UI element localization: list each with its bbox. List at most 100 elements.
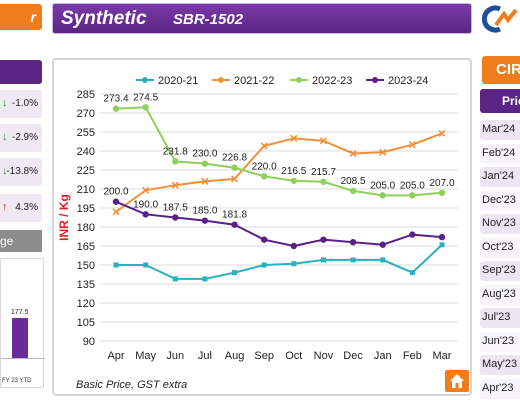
month-row[interactable]: Dec'23	[480, 190, 520, 211]
price-line-chart: 90 105 120 135 150 165 180 195 210 225 240 255 270 28…	[57, 75, 458, 362]
x-tick-label: Feb	[403, 350, 422, 362]
month-label: Aug'23	[482, 287, 516, 300]
series-line-2023-24	[115, 200, 443, 248]
home-icon	[450, 374, 464, 388]
data-label: 207.0	[429, 178, 454, 189]
legend-marker	[142, 77, 148, 83]
mini-bar-label: 177.5	[11, 309, 29, 316]
month-row[interactable]: Aug'23	[480, 284, 520, 305]
legend-marker	[218, 77, 224, 83]
data-point	[320, 257, 326, 263]
data-point	[142, 211, 149, 218]
data-point	[260, 142, 268, 150]
month-row[interactable]: Jun'23	[480, 331, 520, 352]
month-label: Nov'23	[482, 217, 516, 229]
y-tick-label: 120	[77, 298, 95, 310]
data-point	[232, 270, 238, 276]
brand-logo-icon	[480, 4, 518, 34]
series-line-2021-22	[115, 132, 443, 213]
x-tick-label: Jan	[374, 350, 392, 362]
x-tick-label: Apr	[107, 350, 124, 362]
month-row[interactable]: Jul'23	[480, 308, 520, 328]
month-label: Jun'23	[482, 334, 515, 347]
data-point	[349, 187, 357, 195]
data-point	[172, 158, 179, 165]
series-line-2020-21	[116, 244, 443, 280]
data-point	[350, 257, 356, 263]
data-point	[260, 236, 268, 243]
x-tick-label: Mar	[433, 350, 452, 362]
data-point	[290, 177, 298, 184]
data-label: 181.8	[222, 210, 247, 221]
y-tick-label: 210	[77, 184, 95, 196]
x-tick-label: Nov	[314, 350, 334, 362]
left-tab-label: r	[30, 9, 36, 25]
x-tick-label: Jul	[198, 350, 212, 362]
month-label: Jul'23	[482, 311, 511, 323]
month-row[interactable]: Sep'23	[480, 261, 520, 281]
y-tick-label: 270	[77, 108, 95, 120]
y-tick-label: 285	[77, 89, 95, 101]
change-value: -13.8%	[6, 166, 38, 177]
data-point	[112, 208, 120, 216]
data-point	[349, 149, 357, 158]
arrow-up-icon: ↑	[2, 201, 8, 213]
data-point	[290, 242, 298, 250]
month-row[interactable]: May'23	[480, 355, 520, 375]
data-label: 274.5	[133, 92, 158, 103]
y-tick-label: 165	[77, 241, 95, 253]
data-point	[142, 186, 150, 194]
page-subtitle: SBR-1502	[173, 11, 244, 28]
month-row[interactable]: Oct'23	[480, 237, 520, 258]
month-label: Sep'23	[482, 264, 516, 276]
legend-entry: 2022-23	[312, 75, 352, 87]
right-panel-subheader: Pric	[480, 89, 520, 113]
data-point	[320, 236, 327, 243]
data-point	[231, 221, 238, 228]
left-panel-tab[interactable]: r	[0, 4, 42, 30]
data-label: 187.5	[163, 203, 188, 214]
month-row[interactable]: Apr'23	[480, 378, 520, 399]
data-label: 200.0	[103, 187, 128, 198]
month-label: Apr'23	[482, 381, 514, 394]
arrow-down-icon: ↓	[2, 131, 8, 143]
data-label: 226.8	[222, 153, 247, 164]
left-panel-section: ge	[0, 230, 42, 252]
change-row: ↓ -1.0%	[0, 90, 42, 118]
data-point	[142, 104, 149, 111]
left-mini-chart: 177.5 FY 23 YTD	[0, 258, 45, 388]
change-value: 4.3%	[15, 202, 38, 213]
data-label: 190.0	[133, 199, 158, 210]
y-tick-label: 150	[77, 260, 95, 272]
data-point	[202, 276, 208, 282]
data-label: 216.5	[281, 166, 306, 177]
data-point	[231, 164, 238, 171]
home-button[interactable]	[444, 369, 470, 393]
month-row[interactable]: Nov'23	[480, 214, 520, 234]
month-row[interactable]: Feb'24	[480, 143, 520, 164]
data-point	[438, 189, 446, 196]
left-panel-header	[0, 60, 42, 84]
y-axis-label: INR / Kg	[57, 194, 71, 241]
data-point	[408, 141, 416, 149]
data-point	[438, 129, 446, 137]
month-row[interactable]: Mar'24	[480, 120, 520, 140]
data-label: 185.0	[192, 206, 217, 217]
right-panel-header: CIR	[482, 56, 520, 84]
month-label: Oct'23	[482, 240, 514, 253]
arrow-down-icon: ↓	[2, 97, 8, 109]
change-row: ↓ -13.8%	[0, 158, 42, 186]
data-point	[379, 192, 386, 199]
data-point	[230, 175, 239, 183]
data-point	[260, 173, 268, 180]
right-panel-subtitle: Pric	[502, 94, 520, 108]
y-tick-label: 90	[83, 336, 95, 348]
change-value: -2.9%	[11, 132, 38, 143]
price-chart-card: 90 105 120 135 150 165 180 195 210 225 240 255 270 28…	[52, 58, 472, 396]
month-label: Dec'23	[482, 193, 516, 206]
page-title: Synthetic	[61, 8, 147, 29]
left-section-label: ge	[0, 234, 14, 248]
month-row[interactable]: Jan'24	[480, 167, 520, 187]
x-tick-label: Aug	[225, 350, 245, 362]
change-value: -1.0%	[11, 98, 38, 109]
